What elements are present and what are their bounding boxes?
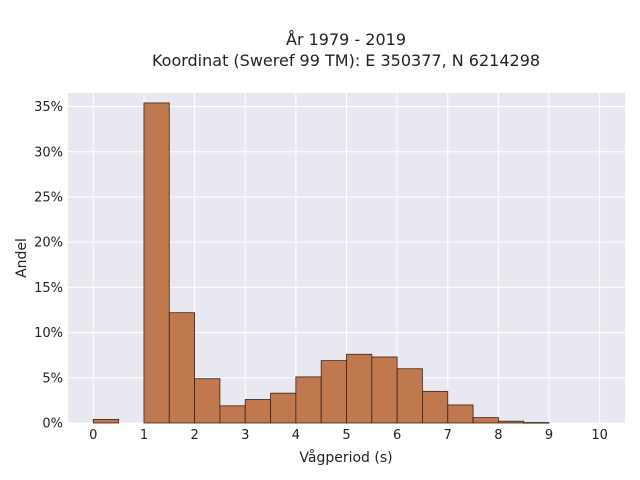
histogram-bar xyxy=(346,353,373,424)
histogram-bar xyxy=(320,360,347,424)
x-tick-label: 0 xyxy=(89,428,97,443)
x-tick-label: 8 xyxy=(494,428,502,443)
x-tick-label: 4 xyxy=(292,428,300,443)
histogram-bar xyxy=(244,399,271,424)
x-axis-label: Vågperiod (s) xyxy=(299,449,392,466)
y-tick-label: 25% xyxy=(34,190,63,205)
y-tick-label: 30% xyxy=(34,145,63,160)
y-tick-label: 0% xyxy=(42,417,63,432)
x-tick-label: 9 xyxy=(545,428,553,443)
grid xyxy=(68,93,625,424)
x-tick-label: 7 xyxy=(444,428,452,443)
histogram-bar xyxy=(371,356,398,424)
histogram-bar xyxy=(92,418,120,424)
x-axis-ticks: 0 1 2 3 4 5 6 7 8 9 10 xyxy=(89,428,608,443)
histogram-bar xyxy=(143,102,170,424)
x-tick-label: 10 xyxy=(591,428,608,443)
y-axis-label: Andel xyxy=(14,238,30,278)
bars xyxy=(92,102,550,424)
histogram-bar xyxy=(422,390,449,424)
y-tick-label: 20% xyxy=(34,236,63,251)
y-tick-label: 35% xyxy=(34,100,63,115)
histogram-bar xyxy=(523,422,550,424)
histogram-bar xyxy=(472,417,499,424)
y-tick-label: 15% xyxy=(34,281,63,296)
y-tick-label: 10% xyxy=(34,326,63,341)
histogram-bar xyxy=(396,368,423,424)
x-tick-label: 1 xyxy=(140,428,148,443)
x-tick-label: 5 xyxy=(342,428,350,443)
histogram-bar xyxy=(168,312,195,424)
chart-title: År 1979 - 2019 xyxy=(286,30,406,49)
histogram-bar xyxy=(194,378,221,424)
x-tick-label: 2 xyxy=(190,428,198,443)
x-tick-label: 6 xyxy=(393,428,401,443)
histogram-bar xyxy=(447,404,474,424)
x-tick-label: 3 xyxy=(241,428,249,443)
y-tick-label: 5% xyxy=(42,371,63,386)
histogram-bar xyxy=(498,420,525,424)
y-axis-ticks: 0% 5% 10% 15% 20% 25% 30% 35% xyxy=(34,100,63,431)
histogram-bar xyxy=(295,376,322,424)
histogram-bar xyxy=(270,392,297,424)
chart-subtitle: Koordinat (Sweref 99 TM): E 350377, N 62… xyxy=(152,51,540,70)
histogram-bar xyxy=(219,405,246,424)
